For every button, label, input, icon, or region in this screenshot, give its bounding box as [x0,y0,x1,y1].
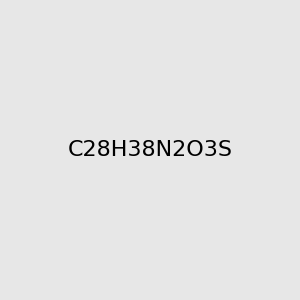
Text: C28H38N2O3S: C28H38N2O3S [68,140,232,160]
